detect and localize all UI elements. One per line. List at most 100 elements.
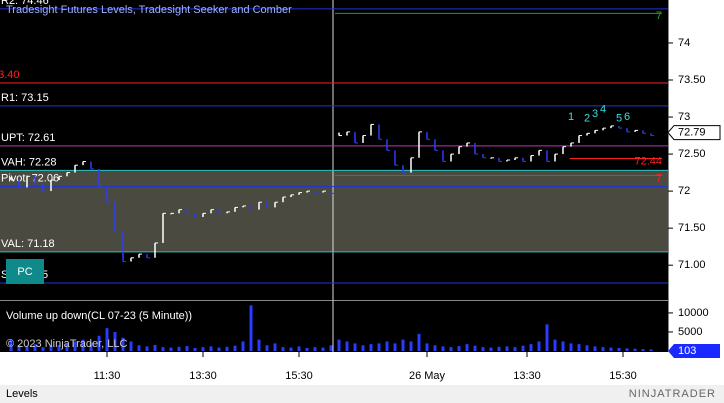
volume-bar [9, 339, 13, 351]
tab-bar [0, 385, 724, 403]
volume-bar [369, 344, 373, 351]
level-label: VAH: 72.28 [1, 156, 56, 168]
last-volume-marker [668, 344, 720, 358]
volume-bar [569, 343, 573, 351]
volume-bar [497, 346, 501, 351]
tab[interactable]: Levels [6, 388, 38, 400]
annotation: 4 [600, 104, 606, 116]
volume-bar [65, 343, 69, 351]
volume-bar [337, 339, 341, 351]
volume-bar [545, 324, 549, 351]
volume-bar [505, 346, 509, 351]
volume-bar [401, 339, 405, 351]
volume-bar [57, 344, 61, 351]
copyright: © 2023 NinjaTrader, LLC [6, 338, 127, 350]
last-price-marker [667, 125, 721, 141]
level-label: UPT: 72.61 [1, 132, 55, 144]
volume-bar [193, 347, 197, 351]
volume-bar [281, 347, 285, 351]
signal-label: 7 [656, 172, 662, 184]
volume-bar [129, 341, 133, 351]
volume-bar [169, 347, 173, 351]
level-label: VAL: 71.18 [1, 238, 55, 250]
volume-bar [49, 345, 53, 351]
volume-bar [649, 349, 653, 351]
volume-bar [105, 328, 109, 351]
volume-bar [345, 341, 349, 351]
volume-bar [81, 339, 85, 351]
plot: R2: 74.46 73.40 R1: 73.15 UPT: 72.61 VAH: 72… [0, 0, 668, 352]
volume-bar [177, 346, 181, 351]
volume-bar [481, 347, 485, 351]
x-tick-label: 11:30 [94, 370, 121, 382]
volume-bar [385, 341, 389, 351]
last-price-label: 72.79 [678, 126, 706, 138]
volume-bar [313, 347, 317, 351]
y-tick-label: 71.50 [678, 222, 706, 234]
volume-bar [625, 348, 629, 351]
volume-bar [353, 343, 357, 351]
volume-bar [241, 341, 245, 351]
volume-bar [561, 341, 565, 351]
y-tick-label: 73.50 [678, 74, 706, 86]
y-tick-label: 71.00 [678, 259, 706, 271]
volume-bar [521, 345, 525, 351]
signal-label: 72.44 [634, 155, 662, 167]
volume-bar [361, 345, 365, 351]
volume-bar [409, 341, 413, 351]
x-tick-label: 13:30 [189, 370, 217, 382]
volume-bar [113, 331, 117, 351]
volume-bar [297, 346, 301, 351]
x-tick-label: 15:30 [285, 370, 313, 382]
volume-bar [585, 345, 589, 351]
volume-bar [25, 346, 29, 351]
annotation: 5 [616, 112, 622, 124]
volume-bar [617, 347, 621, 351]
volume-bar [305, 347, 309, 351]
volume-bar [633, 348, 637, 351]
volume-bar [265, 345, 269, 351]
volume-bar [601, 347, 605, 351]
level-label: R2: 74.46 [1, 0, 49, 7]
value-area [0, 170, 668, 252]
volume-bar [513, 347, 517, 351]
volume-bar [33, 344, 37, 351]
annotation: 3 [592, 108, 598, 120]
level-label: 73.40 [0, 69, 20, 81]
volume-bar [17, 345, 21, 351]
volume-bar [121, 337, 125, 351]
volume-bar [137, 345, 141, 351]
volume-bar [97, 335, 101, 351]
y-tick-label: 73 [678, 111, 690, 123]
volume-bar [73, 341, 77, 351]
volume-title: Volume up down(CL 07-23 (5 Minute)) [6, 310, 192, 322]
volume-bar [449, 347, 453, 351]
volume-bar [257, 339, 261, 351]
logo: NINJATRADER [629, 388, 716, 400]
volume-bar [329, 345, 333, 351]
volume-bar [473, 345, 477, 351]
y-tick-label: 72 [678, 185, 690, 197]
level-label: R1: 73.15 [1, 92, 49, 104]
volume-bar [457, 346, 461, 351]
volume-bar [593, 346, 597, 351]
volume-bar [89, 342, 93, 351]
y-tick-label: 72.50 [678, 148, 706, 160]
level-label: Pivot: 72.06 [1, 173, 59, 185]
volume-bar [377, 343, 381, 351]
volume-bar [425, 343, 429, 351]
button-label[interactable]: PC [17, 266, 32, 278]
x-tick-label: 26 May [409, 370, 446, 382]
volume-bar [321, 347, 325, 351]
volume-bar [209, 346, 213, 351]
volume-tick-label: 10000 [678, 307, 709, 319]
volume-bar [465, 344, 469, 351]
volume-bar [417, 333, 421, 351]
x-tick-label: 13:30 [513, 370, 541, 382]
volume-bar [537, 341, 541, 351]
volume-bar [233, 345, 237, 351]
overlay: Tradesight Futures Levels, Tradesight Se… [6, 4, 292, 350]
volume-bar [489, 347, 493, 351]
